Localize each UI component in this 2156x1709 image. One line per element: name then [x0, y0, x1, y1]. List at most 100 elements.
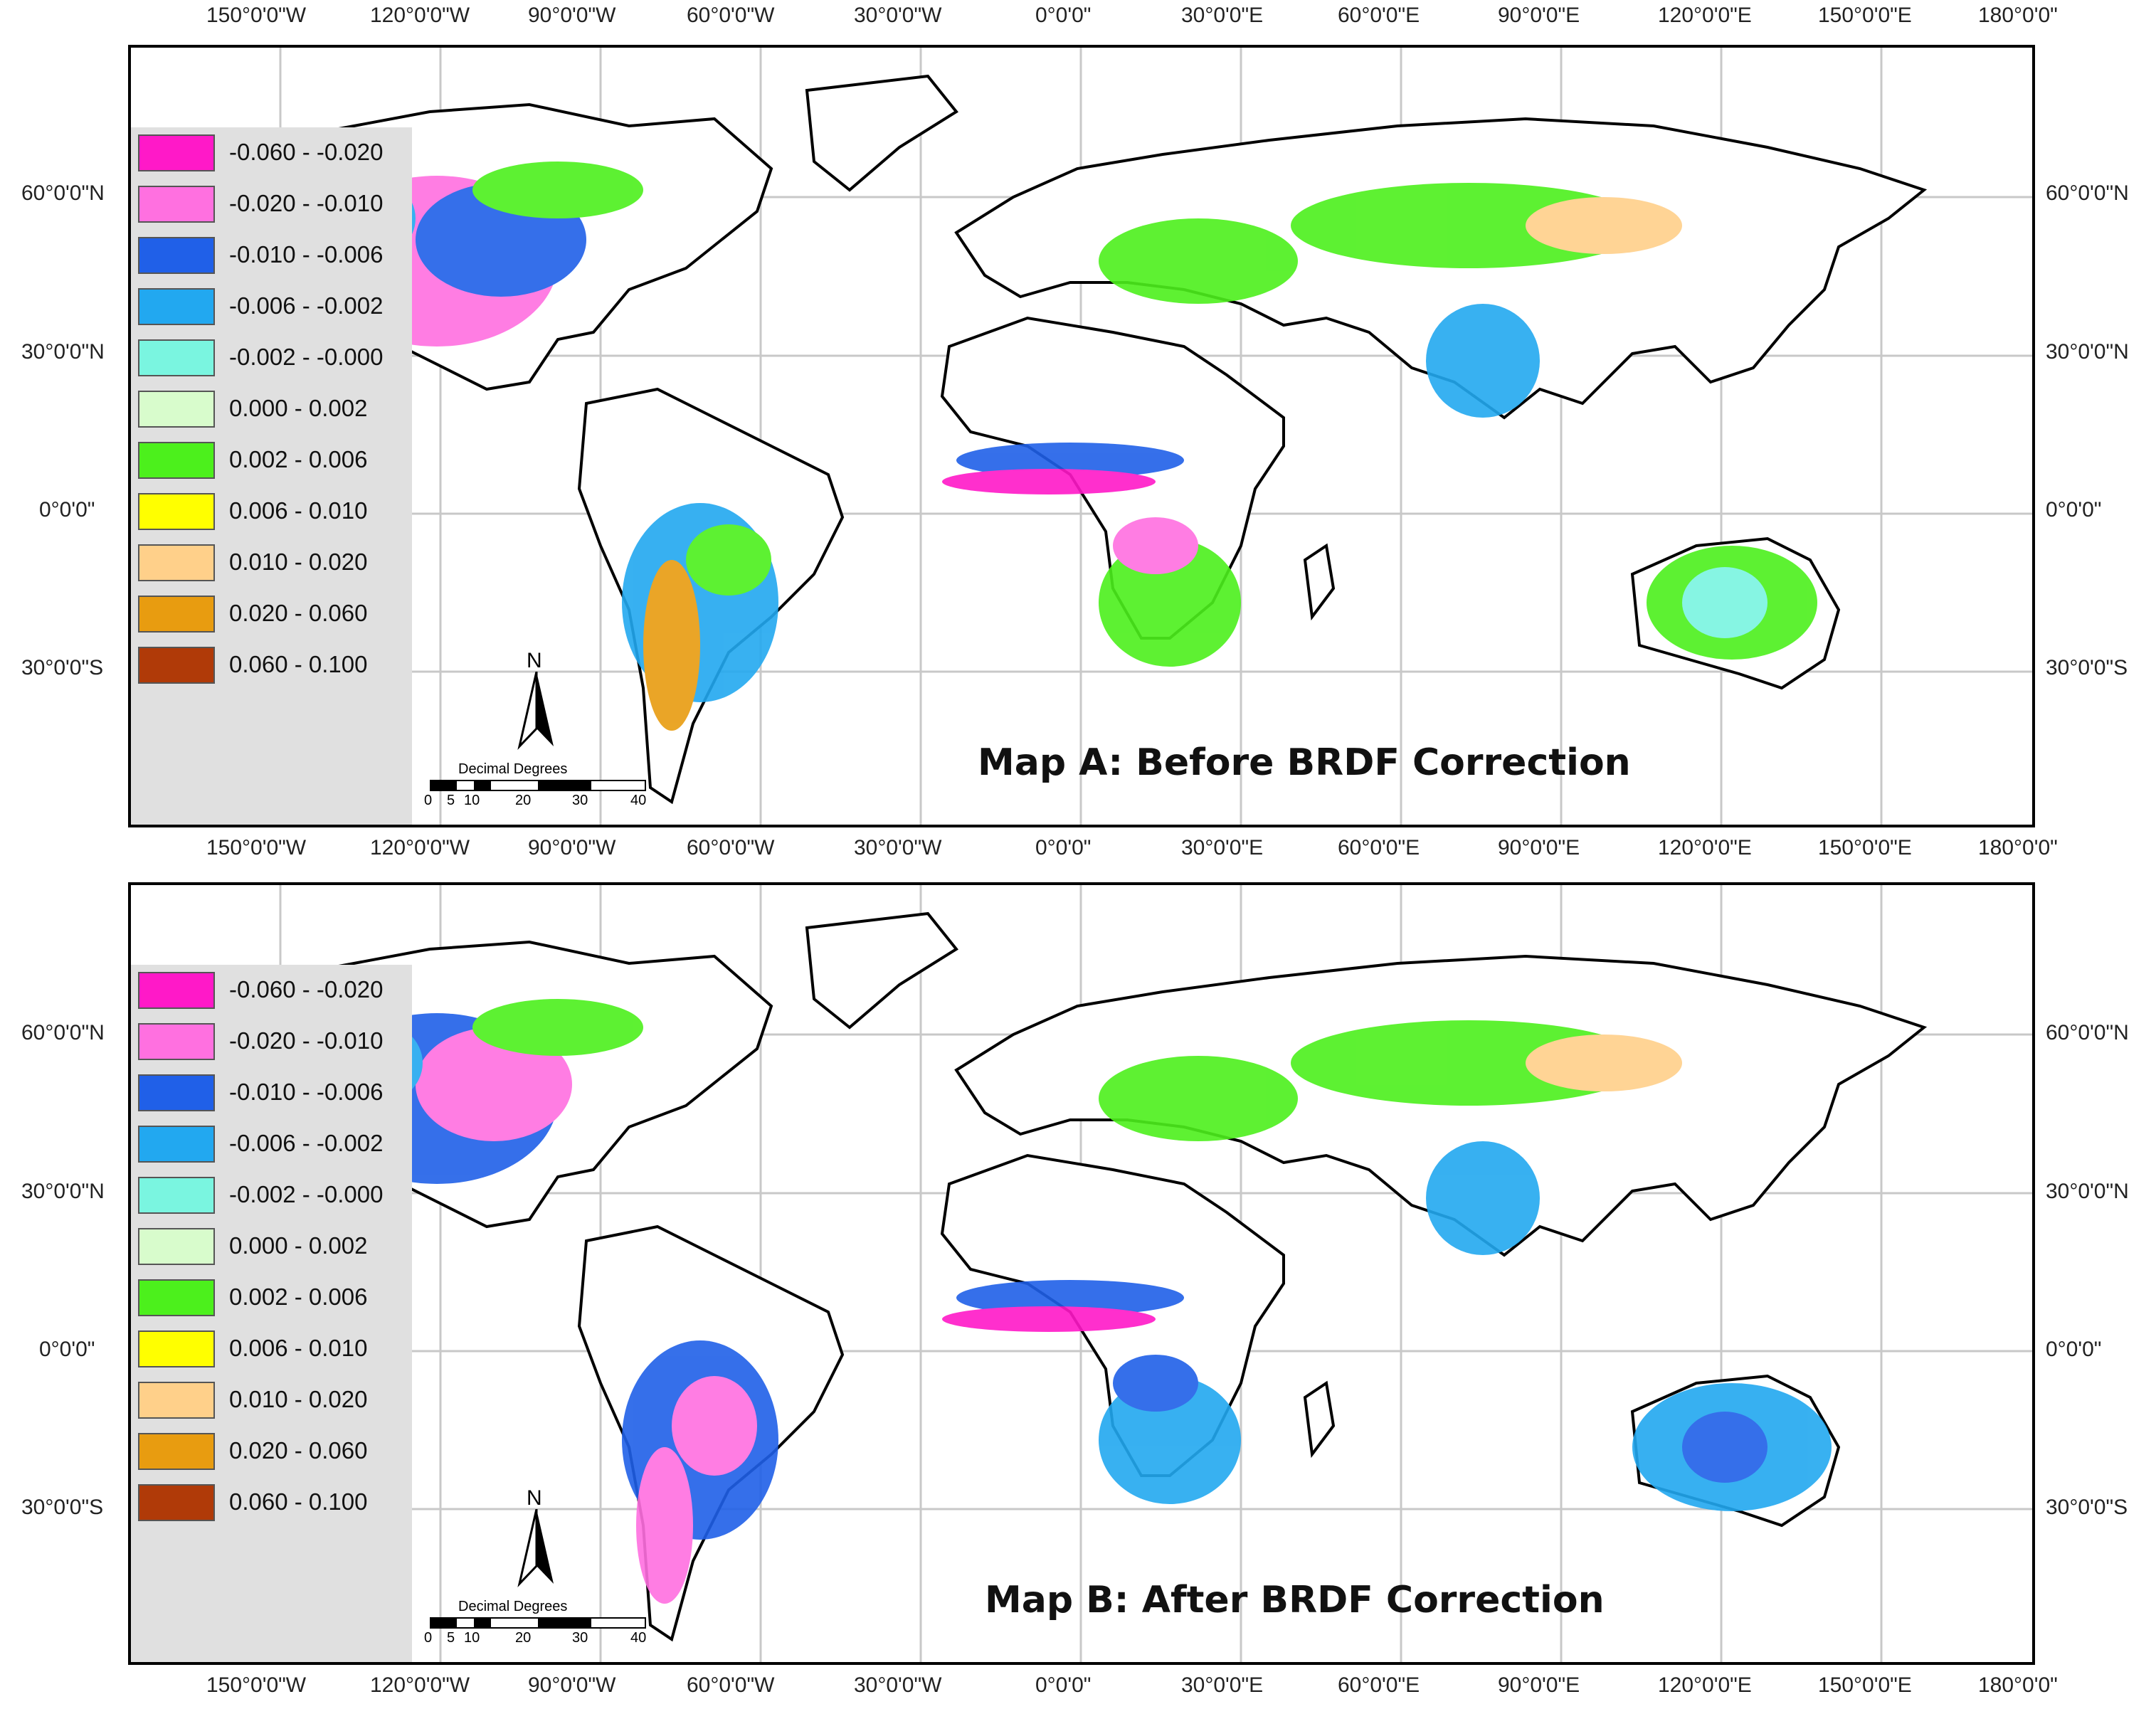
legend-swatch: [138, 972, 215, 1009]
legend-label: 0.002 - 0.006: [229, 446, 368, 472]
legend-swatch: [138, 339, 215, 376]
legend-swatch: [138, 1433, 215, 1470]
lon-tick: 120°0'0"E: [1658, 1673, 1752, 1697]
lat-tick: 30°0'0"S: [2046, 656, 2128, 679]
scale-bar-a: Decimal Degrees 0 5 10 20 30 40: [416, 761, 650, 818]
scale-title: Decimal Degrees: [458, 761, 568, 777]
scale-tick: 0: [424, 793, 433, 808]
legend-label: -0.020 - -0.010: [229, 190, 384, 216]
lon-tick: 180°0'0": [1978, 4, 2058, 27]
lat-tick: 30°0'0"S: [21, 656, 104, 679]
scale-tick: 5: [447, 793, 455, 808]
north-label: N: [527, 1486, 542, 1510]
legend-label: -0.010 - -0.006: [229, 1079, 384, 1105]
lat-tick: 0°0'0": [39, 498, 95, 522]
lon-tick: 0°0'0": [1035, 1673, 1092, 1697]
scale-tick: 10: [464, 1630, 480, 1646]
north-arrow-a: N: [508, 649, 565, 750]
legend-label: 0.002 - 0.006: [229, 1284, 368, 1310]
scale-tick: 20: [515, 1630, 532, 1646]
legend-swatch: [138, 1484, 215, 1521]
legend-label: 0.020 - 0.060: [229, 600, 368, 626]
lon-tick: 30°0'0"E: [1181, 836, 1264, 859]
lon-tick: 30°0'0"W: [854, 836, 942, 859]
lon-tick: 60°0'0"E: [1338, 836, 1420, 859]
lat-tick: 60°0'0"N: [21, 181, 105, 205]
lon-tick: 150°0'0"W: [206, 1673, 307, 1697]
lat-tick: 0°0'0": [2046, 1338, 2102, 1361]
legend-swatch: [138, 544, 215, 581]
lon-tick: 180°0'0": [1978, 836, 2058, 859]
lon-tick: 180°0'0": [1978, 1673, 2058, 1697]
lon-tick: 150°0'0"W: [206, 4, 307, 27]
lat-tick: 30°0'0"S: [2046, 1496, 2128, 1519]
legend-swatch: [138, 1228, 215, 1265]
lon-tick: 30°0'0"W: [854, 1673, 942, 1697]
north-arrow-b: N: [508, 1486, 565, 1587]
legend-label: 0.060 - 0.100: [229, 651, 368, 677]
legend-label: 0.020 - 0.060: [229, 1437, 368, 1464]
lat-tick: 30°0'0"N: [21, 1180, 105, 1203]
legend-label: 0.060 - 0.100: [229, 1488, 368, 1515]
lat-tick: 0°0'0": [39, 1338, 95, 1361]
legend-label: -0.060 - -0.020: [229, 139, 384, 165]
lon-tick: 60°0'0"W: [687, 836, 775, 859]
legend-swatch: [138, 134, 215, 171]
lon-tick: 90°0'0"E: [1498, 4, 1580, 27]
lat-tick: 30°0'0"S: [21, 1496, 104, 1519]
legend-label: -0.060 - -0.020: [229, 976, 384, 1002]
lon-tick: 30°0'0"W: [854, 4, 942, 27]
scale-tick: 30: [572, 793, 588, 808]
map-title-a: Map A: Before BRDF Correction: [978, 741, 1631, 784]
map-frame-a: -0.060 - -0.020 -0.020 - -0.010 -0.010 -…: [128, 45, 2035, 827]
legend-swatch: [138, 442, 215, 479]
lon-tick: 60°0'0"W: [687, 4, 775, 27]
legend-swatch: [138, 1382, 215, 1419]
legend-label: -0.006 - -0.002: [229, 1130, 384, 1156]
lon-tick: 90°0'0"W: [528, 836, 616, 859]
legend-swatch: [138, 1330, 215, 1367]
map-panel-a: 150°0'0"W 120°0'0"W 90°0'0"W 60°0'0"W 30…: [0, 0, 2156, 847]
scale-tick: 10: [464, 793, 480, 808]
legend-swatch: [138, 186, 215, 223]
lon-tick: 120°0'0"W: [370, 1673, 470, 1697]
lon-tick: 120°0'0"W: [370, 836, 470, 859]
lon-tick: 0°0'0": [1035, 4, 1092, 27]
legend-label: 0.010 - 0.020: [229, 1386, 368, 1412]
legend-label: -0.002 - -0.000: [229, 1181, 384, 1207]
legend-b: -0.060 - -0.020 -0.020 - -0.010 -0.010 -…: [131, 965, 412, 1662]
world-map-b: [131, 885, 2032, 1662]
lat-tick: 60°0'0"N: [2046, 181, 2129, 205]
legend-swatch: [138, 288, 215, 325]
lon-tick: 90°0'0"W: [528, 4, 616, 27]
scale-tick: 0: [424, 1630, 433, 1646]
lon-tick: 150°0'0"W: [206, 836, 307, 859]
scale-bar-graphic: [430, 1617, 646, 1629]
lon-tick: 0°0'0": [1035, 836, 1092, 859]
lon-tick: 30°0'0"E: [1181, 1673, 1264, 1697]
lon-tick: 120°0'0"E: [1658, 4, 1752, 27]
legend-label: 0.000 - 0.002: [229, 395, 368, 421]
lat-tick: 60°0'0"N: [21, 1021, 105, 1044]
lon-tick: 150°0'0"E: [1818, 1673, 1912, 1697]
legend-swatch: [138, 1177, 215, 1214]
lat-tick: 30°0'0"N: [2046, 340, 2129, 364]
legend-label: 0.006 - 0.010: [229, 497, 368, 524]
lon-tick: 60°0'0"W: [687, 1673, 775, 1697]
legend-label: -0.006 - -0.002: [229, 292, 384, 319]
lat-tick: 30°0'0"N: [2046, 1180, 2129, 1203]
legend-swatch: [138, 1279, 215, 1316]
lon-tick: 30°0'0"E: [1181, 4, 1264, 27]
map-panel-b: -0.060 - -0.020 -0.020 - -0.010 -0.010 -…: [0, 882, 2156, 1709]
legend-label: 0.010 - 0.020: [229, 549, 368, 575]
lon-tick: 120°0'0"E: [1658, 836, 1752, 859]
legend-swatch: [138, 596, 215, 633]
legend-label: -0.010 - -0.006: [229, 241, 384, 268]
north-label: N: [527, 649, 542, 672]
map-frame-b: -0.060 - -0.020 -0.020 - -0.010 -0.010 -…: [128, 882, 2035, 1665]
legend-swatch: [138, 493, 215, 530]
scale-title: Decimal Degrees: [458, 1599, 568, 1614]
north-arrow-icon: [517, 672, 554, 750]
legend-label: -0.020 - -0.010: [229, 1027, 384, 1054]
lat-tick: 0°0'0": [2046, 498, 2102, 522]
